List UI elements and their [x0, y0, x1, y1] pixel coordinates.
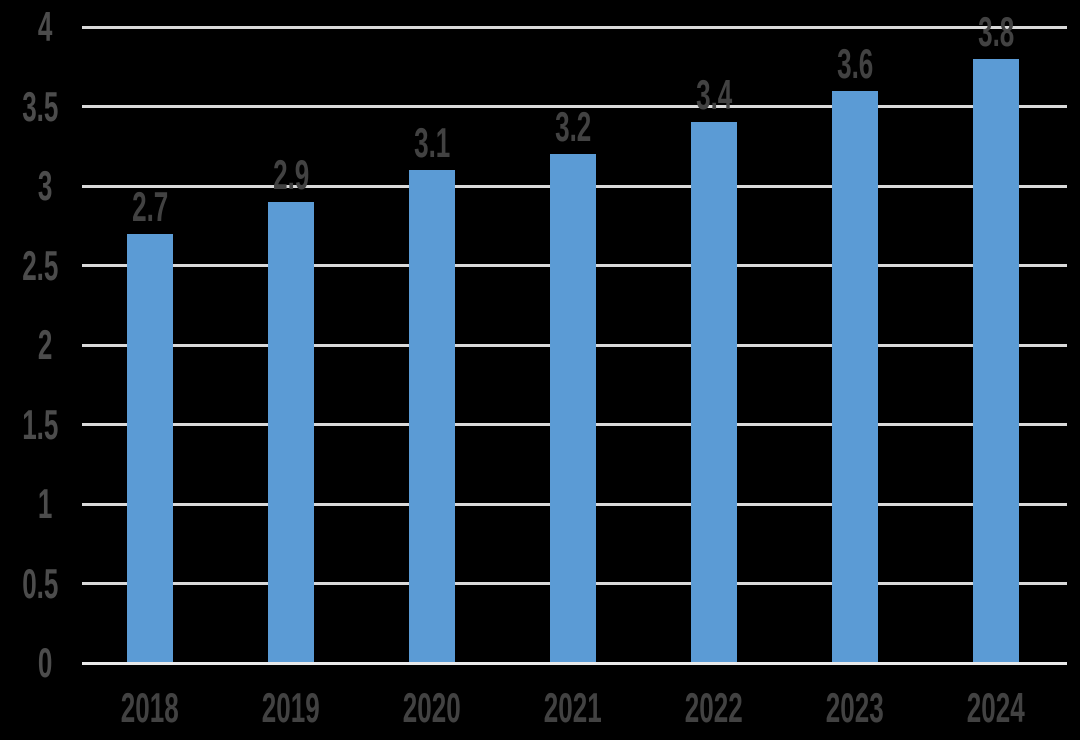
y-axis-tick-label-text: 0: [37, 639, 52, 686]
x-axis-tick-label: 2019: [221, 687, 361, 729]
x-axis-tick-label: 2023: [785, 687, 925, 729]
x-axis-tick-label-text: 2018: [121, 684, 179, 731]
bar-data-label-text: 2.9: [272, 150, 310, 198]
y-axis-tick-label-text: 2: [37, 321, 52, 368]
bar: [691, 122, 737, 663]
bar-data-label-text: 3.1: [413, 119, 451, 167]
y-axis-tick-label: 2.5: [0, 244, 58, 287]
bar: [832, 90, 878, 663]
bar: [268, 201, 314, 663]
bar-data-label-text: 3.8: [977, 7, 1015, 55]
y-axis-tick-label-text: 2.5: [22, 241, 59, 289]
y-axis-tick-label-text: 3: [37, 162, 52, 209]
y-axis-tick-label: 4: [0, 6, 52, 48]
x-axis-tick-label: 2020: [362, 687, 502, 729]
x-axis-tick-label: 2024: [926, 687, 1066, 729]
bar: [409, 170, 455, 663]
bar-data-label-text: 2.7: [131, 182, 169, 230]
bar: [973, 58, 1019, 663]
bar: [127, 233, 173, 663]
x-axis-tick-label-text: 2020: [403, 684, 461, 731]
bar-data-label-text: 3.6: [836, 39, 874, 87]
bar-data-label-text: 3.4: [695, 71, 733, 119]
bar-data-label: 3.8: [936, 7, 1056, 55]
bar-data-label: 3.2: [513, 106, 633, 148]
y-axis-tick-label: 1.5: [0, 403, 58, 446]
y-axis-tick-label: 3: [0, 165, 52, 207]
x-axis-tick-label-text: 2023: [826, 684, 884, 731]
gridline: [82, 105, 1067, 108]
bar-data-label: 3.4: [654, 74, 774, 116]
bar-data-label: 2.7: [90, 182, 210, 230]
y-axis-tick-label-text: 1.5: [22, 400, 59, 448]
x-axis-tick-label: 2018: [80, 687, 220, 729]
y-axis-tick-label: 1: [0, 483, 52, 525]
y-axis-tick-label-text: 3.5: [22, 82, 59, 130]
y-axis-tick-label-text: 0.5: [22, 559, 59, 607]
x-axis-tick-label-text: 2022: [685, 684, 743, 731]
gridline: [82, 25, 1067, 29]
y-axis-tick-label: 3.5: [0, 85, 58, 128]
y-axis-tick-label: 0.5: [0, 562, 58, 605]
x-axis-tick-label-text: 2024: [967, 684, 1025, 731]
x-axis-tick-label-text: 2021: [544, 684, 602, 731]
bar-data-label: 2.9: [231, 150, 351, 198]
bar-data-label: 3.1: [372, 122, 492, 164]
bar-data-label-text: 3.2: [554, 103, 592, 151]
x-axis-tick-label: 2021: [503, 687, 643, 729]
x-axis-tick-label-text: 2019: [262, 684, 320, 731]
y-axis-tick-label: 0: [0, 642, 52, 684]
x-axis-tick-label: 2022: [644, 687, 784, 729]
bar-data-label: 3.6: [795, 39, 915, 87]
bar: [550, 154, 596, 663]
y-axis-tick-label-text: 1: [37, 480, 52, 527]
y-axis-tick-label-text: 4: [37, 3, 52, 50]
x-axis-baseline: [82, 661, 1067, 665]
y-axis-tick-label: 2: [0, 324, 52, 366]
